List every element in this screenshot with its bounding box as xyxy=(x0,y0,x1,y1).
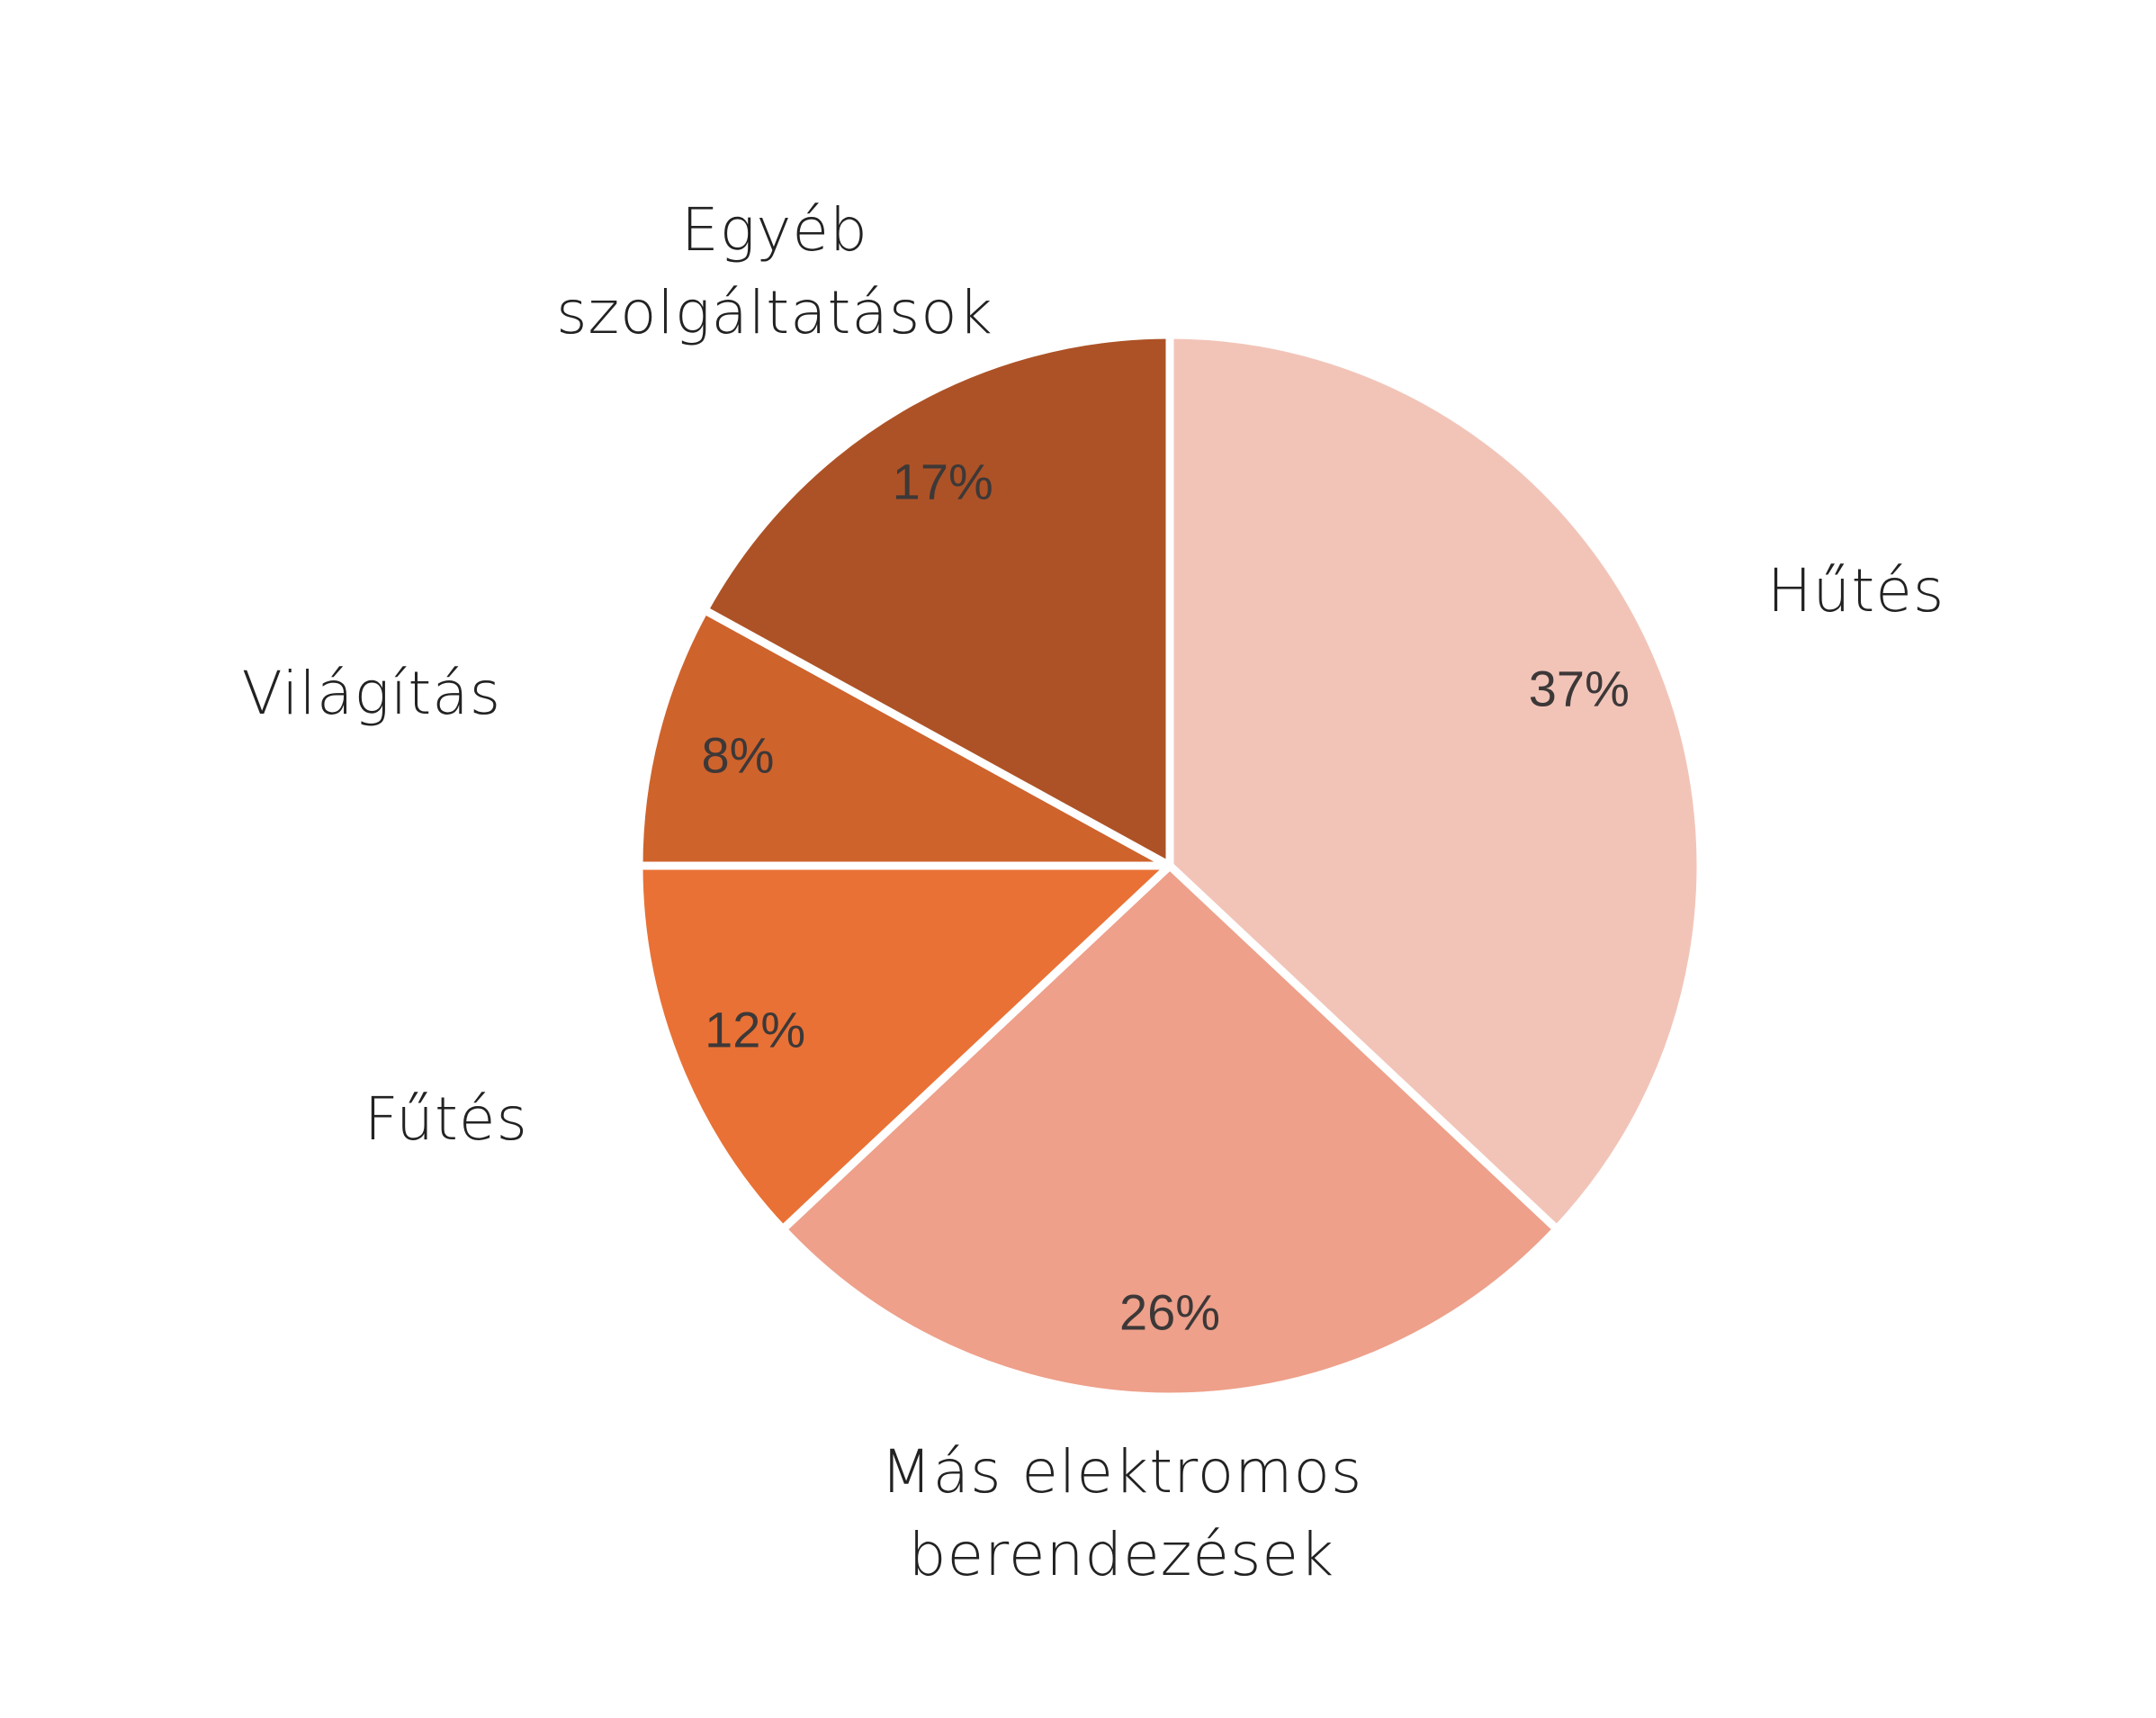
category-label: Egyéb szolgáltatások xyxy=(556,194,993,347)
value-label: 8% xyxy=(701,726,775,784)
category-label: Fűtés xyxy=(364,1084,528,1155)
pie-slice xyxy=(778,861,1561,1401)
value-label: 37% xyxy=(1528,660,1630,717)
pie-slice xyxy=(634,861,1174,1234)
category-label: Világítás xyxy=(241,659,502,729)
pie-slice xyxy=(1165,330,1705,1234)
category-label: Hűtés xyxy=(1766,556,1945,626)
category-label: Más elektromos berendezések xyxy=(880,1436,1363,1589)
value-label: 26% xyxy=(1118,1283,1221,1341)
pie-slice xyxy=(634,606,1174,870)
value-label: 17% xyxy=(892,453,993,510)
value-label: 12% xyxy=(705,1001,806,1058)
pie-slice xyxy=(700,330,1174,870)
